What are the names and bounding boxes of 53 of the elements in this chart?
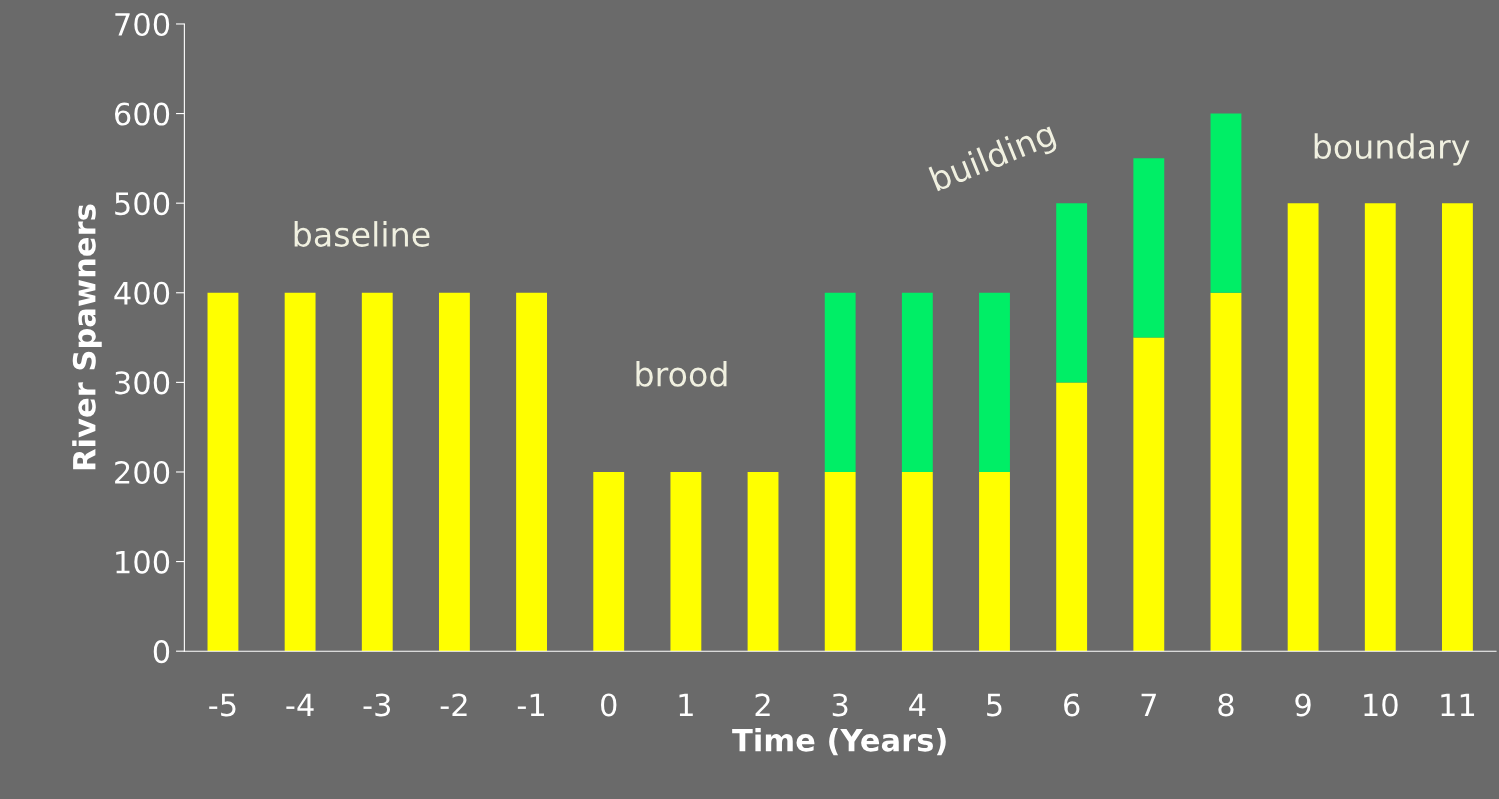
x-tick-label: 11 — [1441, 693, 1475, 717]
x-tick-label: -4 — [286, 693, 314, 717]
bar — [593, 471, 625, 652]
bar — [438, 292, 470, 652]
bar — [1133, 158, 1165, 338]
bar — [901, 292, 933, 472]
bar — [979, 292, 1010, 472]
y-tick-label: 300 — [115, 371, 170, 395]
bar — [1364, 203, 1396, 652]
y-tick-label: 200 — [115, 460, 170, 485]
y-axis-title: River Spawners — [72, 204, 102, 470]
x-tick-label: -1 — [517, 693, 544, 717]
x-tick-label: 0 — [601, 693, 617, 717]
bar — [1287, 203, 1319, 652]
y-tick-label: 700 — [115, 12, 170, 37]
x-tick-label: 10 — [1364, 693, 1398, 717]
y-tick-label: 500 — [115, 192, 170, 216]
x-tick-label: 5 — [987, 693, 1002, 717]
bar — [1133, 337, 1165, 652]
x-tick-label: 3 — [832, 693, 848, 717]
y-tick-label: 400 — [114, 281, 170, 305]
x-axis-title: Time (Years) — [732, 727, 946, 756]
x-tick-label: 4 — [909, 693, 926, 717]
bar — [670, 471, 702, 652]
bar — [516, 292, 547, 652]
x-tick-label: -2 — [440, 693, 467, 717]
annotation: boundary — [1314, 133, 1470, 166]
x-tick-label: 6 — [1064, 693, 1080, 717]
x-tick-label: 7 — [1141, 693, 1156, 717]
bar — [1210, 292, 1242, 652]
bar — [284, 292, 316, 652]
bar — [824, 471, 856, 652]
y-tick-label: 100 — [116, 550, 170, 574]
bar — [747, 471, 779, 652]
y-tick-label: 600 — [114, 102, 170, 126]
x-tick-label: 2 — [755, 693, 770, 717]
annotation: baseline — [294, 221, 430, 247]
x-tick-label: 8 — [1218, 693, 1234, 717]
bar — [979, 471, 1010, 652]
annotation: brood — [636, 360, 727, 387]
y-tick-label: 0 — [153, 640, 170, 664]
x-tick-label: -5 — [209, 693, 236, 717]
bar — [1056, 203, 1088, 383]
bar — [824, 292, 856, 472]
bar — [1210, 113, 1242, 293]
x-tick-label: 1 — [679, 693, 693, 717]
bar — [1056, 382, 1088, 652]
bar — [207, 292, 239, 652]
bar — [901, 471, 933, 652]
x-tick-label: 9 — [1295, 693, 1311, 717]
x-tick-label: -3 — [363, 693, 391, 717]
bar — [361, 292, 393, 652]
bar — [1441, 203, 1473, 652]
